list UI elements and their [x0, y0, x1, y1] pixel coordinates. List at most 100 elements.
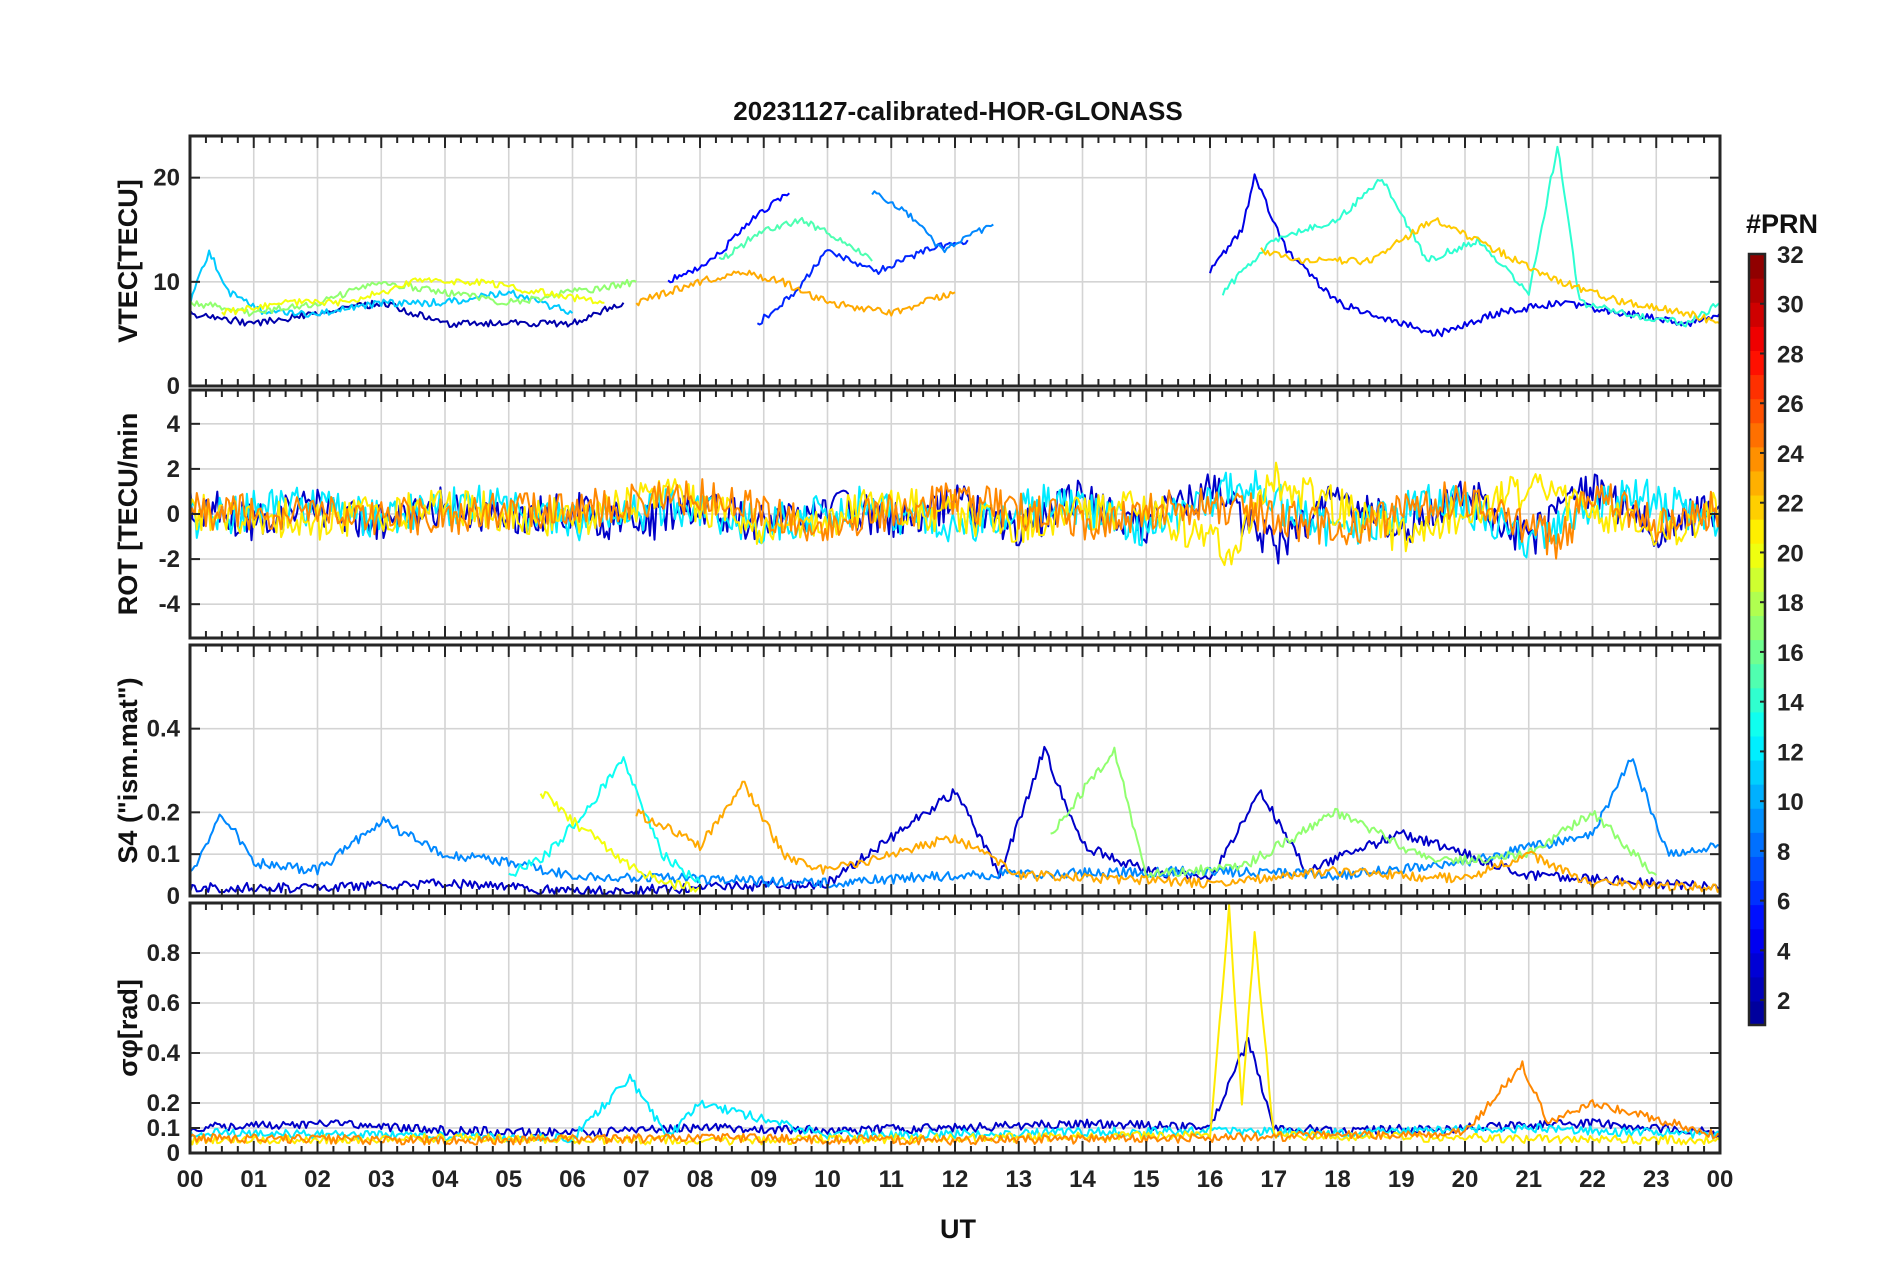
- series-line-prn-23: [635, 780, 1720, 893]
- colorbar-segment: [1749, 254, 1765, 279]
- panel-1: 0 10 20 VTEC[TECU]: [113, 134, 1722, 400]
- y-tick-label: 0.4: [147, 716, 181, 743]
- colorbar-segment: [1749, 976, 1765, 1002]
- series-line-prn-15: [718, 216, 873, 262]
- colorbar-tick-label: 24: [1777, 441, 1804, 468]
- panel-frame: [188, 901, 1722, 1155]
- x-tick-label: 21: [1515, 1166, 1542, 1193]
- y-tick-label: 0.2: [147, 1090, 180, 1117]
- colorbar-segment: [1749, 832, 1765, 857]
- colorbar-segment: [1749, 711, 1765, 737]
- series-line-prn-23: [635, 269, 956, 317]
- y-axis-label: σφ[rad]: [113, 979, 143, 1077]
- series-line-prn-20: [221, 277, 605, 316]
- y-tick-label: 10: [153, 269, 180, 296]
- colorbar-segment: [1749, 350, 1765, 376]
- x-tick-label: 13: [1005, 1166, 1032, 1193]
- x-tick-label: 05: [495, 1166, 522, 1193]
- colorbar-title: #PRN: [1746, 209, 1818, 239]
- colorbar-tick-label: 26: [1777, 391, 1804, 418]
- colorbar-segment: [1749, 494, 1765, 520]
- chart-title: 20231127-calibrated-HOR-GLONASS: [733, 96, 1182, 126]
- colorbar-tick-label: 30: [1777, 292, 1804, 319]
- y-tick-label: 20: [153, 165, 180, 192]
- series-line-prn-6: [756, 239, 969, 326]
- colorbar-segment: [1749, 567, 1765, 592]
- colorbar-segment: [1749, 374, 1765, 400]
- series-line-prn-14: [1221, 145, 1720, 328]
- x-tick-label: 14: [1069, 1166, 1096, 1193]
- series-line-prn-2: [190, 299, 625, 328]
- colorbar-segment: [1749, 446, 1765, 472]
- x-tick-label: 03: [368, 1166, 395, 1193]
- colorbar-segment: [1749, 759, 1765, 785]
- panel-frame: [188, 134, 1722, 388]
- series-line-prn-24: [190, 478, 1720, 560]
- x-tick-label: 16: [1197, 1166, 1224, 1193]
- panel-frame: [188, 388, 1722, 640]
- colorbar-tick-label: 12: [1777, 739, 1804, 766]
- y-tick-label: 0.2: [147, 799, 180, 826]
- colorbar-tick-label: 16: [1777, 640, 1804, 667]
- colorbar-segment: [1749, 326, 1765, 351]
- series-line-prn-9: [871, 190, 994, 254]
- colorbar-segment: [1749, 687, 1765, 713]
- y-axis-label: VTEC[TECU]: [113, 179, 143, 343]
- colorbar-segment: [1749, 880, 1765, 906]
- x-tick-label: 00: [177, 1166, 204, 1193]
- y-tick-label: 0.6: [147, 990, 180, 1017]
- y-tick-label: 4: [167, 411, 181, 438]
- y-tick-label: -2: [159, 546, 180, 573]
- x-tick-label: 18: [1324, 1166, 1351, 1193]
- series-line-prn-13: [508, 756, 701, 884]
- colorbar-tick-label: 22: [1777, 491, 1804, 518]
- x-tick-label: 17: [1260, 1166, 1287, 1193]
- y-tick-label: 0.1: [147, 1115, 180, 1142]
- colorbar-frame: [1747, 252, 1767, 1027]
- y-tick-label: 0: [167, 501, 180, 528]
- colorbar-segment: [1749, 928, 1765, 954]
- x-tick-label: 23: [1643, 1166, 1670, 1193]
- series-line-prn-17: [1050, 746, 1657, 880]
- colorbar-segment: [1749, 470, 1765, 496]
- x-tick-label: 19: [1388, 1166, 1415, 1193]
- y-tick-label: 0: [167, 1140, 180, 1167]
- x-axis-label: UT: [940, 1214, 976, 1244]
- colorbar-segment: [1749, 302, 1765, 327]
- series-group: [190, 461, 1720, 567]
- colorbar-tick-label: 2: [1777, 988, 1790, 1015]
- colorbar-segment: [1749, 543, 1765, 568]
- x-tick-label: 02: [304, 1166, 331, 1193]
- y-tick-label: 2: [167, 456, 180, 483]
- colorbar-tick-label: 18: [1777, 590, 1804, 617]
- x-tick-label: 08: [687, 1166, 714, 1193]
- colorbar-tick-label: 4: [1777, 938, 1791, 965]
- x-tick-label: 01: [240, 1166, 267, 1193]
- colorbar-segment: [1749, 591, 1765, 616]
- colorbar-segment: [1749, 784, 1765, 809]
- x-tick-label: 15: [1133, 1166, 1160, 1193]
- y-axis-label: S4 ("ism.mat"): [113, 677, 143, 863]
- colorbar-segment: [1749, 615, 1765, 641]
- colorbar-segment: [1749, 398, 1765, 424]
- y-tick-label: 0.1: [147, 841, 180, 868]
- x-tick-label: 10: [814, 1166, 841, 1193]
- colorbar-tick-label: 32: [1777, 242, 1804, 269]
- x-tick-label: 06: [559, 1166, 586, 1193]
- series-group: [190, 145, 1720, 338]
- colorbar-tick-label: 10: [1777, 789, 1804, 816]
- colorbar-tick-label: 14: [1777, 690, 1804, 717]
- colorbar-segment: [1749, 952, 1765, 978]
- colorbar-tick-label: 8: [1777, 839, 1790, 866]
- panel-4: 00.10.2 0.4 0.6 0.8σφ[rad]: [113, 901, 1722, 1167]
- colorbar-segment: [1749, 278, 1765, 303]
- y-axis-label: ROT [TECU/min: [113, 413, 143, 616]
- x-tick-label: 04: [432, 1166, 459, 1193]
- panel-frame: [188, 643, 1722, 898]
- x-tick-label: 00: [1707, 1166, 1734, 1193]
- y-tick-label: 0: [167, 883, 180, 910]
- series-line-prn-17: [190, 278, 637, 317]
